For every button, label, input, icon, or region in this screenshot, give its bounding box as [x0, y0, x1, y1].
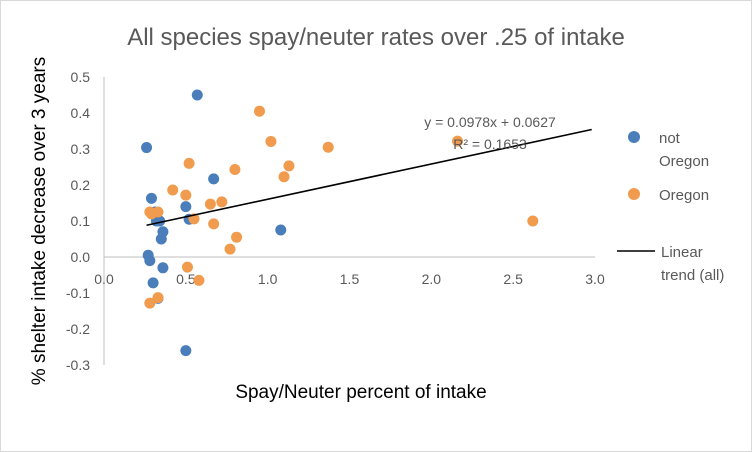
x-tick-label: 1.5: [340, 271, 360, 287]
chart-title: All species spay/neuter rates over .25 o…: [127, 24, 625, 51]
y-tick-label: -0.3: [66, 357, 90, 373]
x-tick-label: 3.0: [585, 271, 605, 287]
data-point: [145, 192, 157, 204]
x-tick-label: 2.5: [503, 271, 523, 287]
data-point: [283, 160, 295, 172]
data-point: [180, 345, 192, 357]
y-tick-label: 0.4: [71, 105, 91, 121]
trendline: [146, 128, 592, 227]
y-tick-label: -0.1: [66, 285, 90, 301]
x-tick-label: 2.0: [422, 271, 442, 287]
trendline-r-squared: R² = 0.1653: [453, 136, 527, 152]
data-point: [180, 189, 192, 201]
data-point: [527, 215, 539, 227]
data-point: [322, 141, 334, 153]
data-point: [229, 164, 241, 176]
y-tick-label: 0.5: [71, 69, 91, 85]
data-point: [144, 255, 156, 267]
data-point: [204, 198, 216, 210]
legend-label-not-oregon: not: [659, 130, 681, 147]
data-point: [147, 277, 159, 289]
data-point: [265, 135, 277, 147]
x-tick-label: 0.0: [94, 271, 114, 287]
data-point: [152, 292, 164, 304]
data-point: [155, 233, 167, 245]
legend-label-not-oregon: Oregon: [659, 153, 709, 170]
data-point: [191, 89, 203, 101]
data-point: [181, 261, 193, 273]
y-tick-label: 0.0: [71, 249, 91, 265]
y-tick-label: 0.1: [71, 213, 91, 229]
y-tick-label: -0.2: [66, 321, 90, 337]
data-point: [224, 243, 236, 255]
x-axis-title: Spay/Neuter percent of intake: [235, 382, 486, 403]
data-point: [452, 135, 464, 147]
x-tick-label: 1.0: [258, 271, 278, 287]
data-point: [193, 274, 205, 286]
data-point: [180, 201, 192, 213]
y-tick-label: 0.3: [71, 141, 91, 157]
data-point: [231, 231, 243, 243]
trendline-equation: y = 0.0978x + 0.0627: [424, 114, 556, 130]
legend-label-trendline: trend (all): [661, 267, 724, 284]
legend-marker-oregon: [628, 188, 640, 200]
plot-area: -0.3-0.2-0.10.00.10.20.30.40.50.0 0.5 1.0 1…: [66, 69, 605, 373]
data-point: [167, 184, 179, 196]
legend: not Oregon Oregon Linear trend (all): [617, 130, 724, 284]
data-point: [144, 297, 156, 309]
data-point: [208, 173, 220, 185]
data-point: [275, 224, 287, 236]
data-point: [157, 262, 169, 274]
data-point: [253, 105, 265, 117]
legend-label-trendline: Linear: [661, 244, 703, 261]
data-point: [183, 157, 195, 169]
y-tick-label: 0.2: [71, 177, 91, 193]
data-point: [208, 218, 220, 230]
data-point: [216, 196, 228, 208]
data-point: [152, 206, 164, 218]
series-oregon: [144, 105, 539, 309]
legend-marker-not-oregon: [628, 131, 640, 143]
data-point: [278, 171, 290, 183]
legend-label-oregon: Oregon: [659, 187, 709, 204]
y-axis-title: % shelter intake decrease over 3 years: [29, 57, 50, 385]
data-point: [141, 142, 153, 154]
x-tick-label: 0.5: [176, 271, 196, 287]
